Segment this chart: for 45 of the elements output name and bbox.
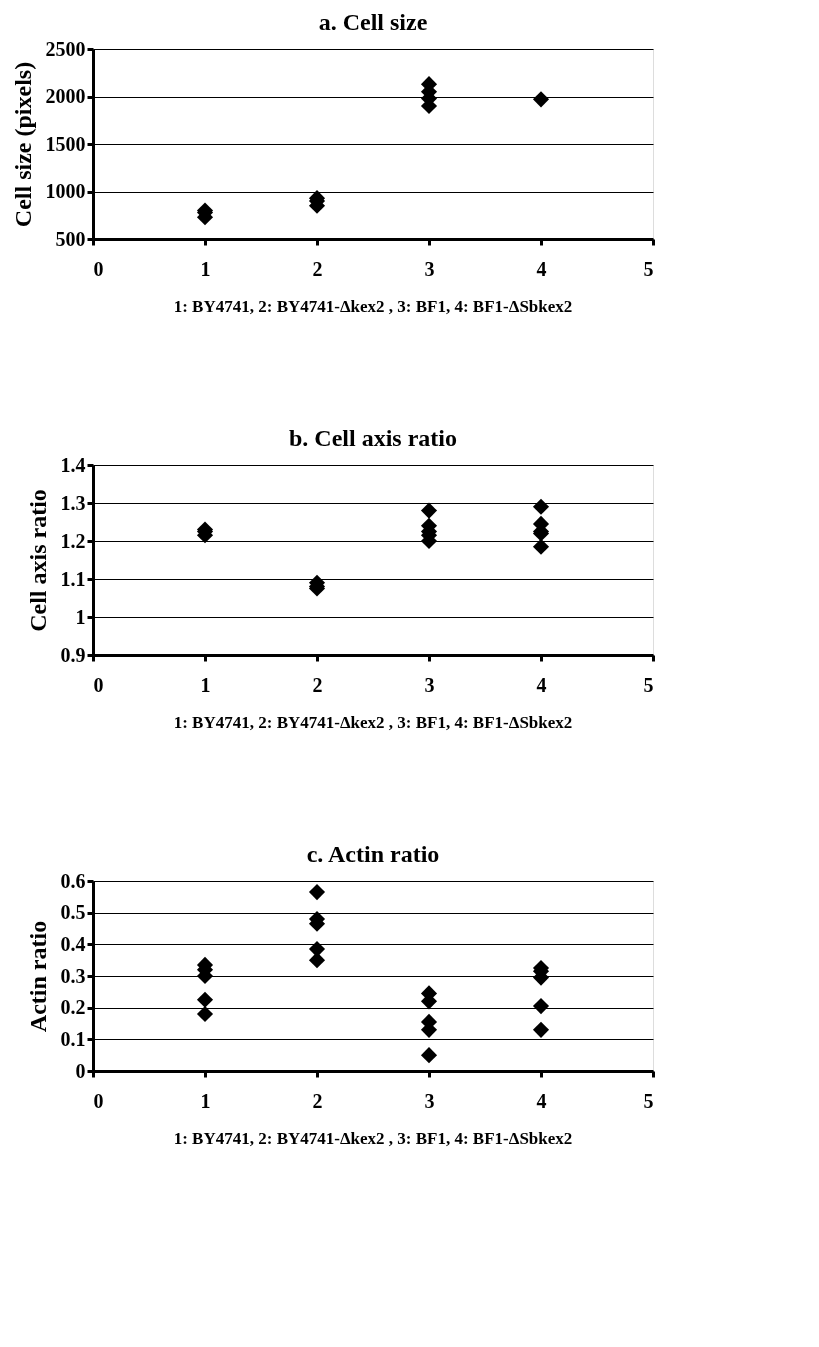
y-tick-label: 500	[55, 227, 86, 250]
y-axis-title: Cell size (pixels)	[9, 61, 36, 228]
y-tick-label: 0.6	[60, 869, 86, 892]
x-tick-label: 1	[200, 257, 211, 280]
x-tick-label: 0	[93, 1089, 104, 1112]
y-tick-label: 1.2	[60, 529, 86, 552]
x-tick-label: 1	[200, 1089, 211, 1112]
x-tick-label: 2	[312, 257, 323, 280]
text: 1: BY4741, 2: BY4741-Δkex2 , 3: BF1, 4: BF1-ΔSbkex2	[173, 297, 573, 316]
y-tick-label: 0.3	[60, 964, 86, 987]
x-tick-label: 0	[93, 257, 104, 280]
y-tick-label: 0	[75, 1059, 86, 1082]
y-axis-title: Actin ratio	[24, 920, 51, 1033]
text: 1: BY4741, 2: BY4741-Δkex2 , 3: BF1, 4: BF1-ΔSbkex2	[173, 1129, 573, 1148]
x-tick-label: 2	[312, 673, 323, 696]
x-tick-label: 2	[312, 1089, 323, 1112]
y-tick-label: 2500	[45, 37, 86, 60]
y-tick-label: 1.3	[60, 491, 86, 514]
x-tick-label: 4	[536, 257, 547, 280]
y-tick-label: 0.1	[60, 1027, 86, 1050]
chart-title: b. Cell axis ratio	[289, 425, 457, 451]
y-tick-label: 1	[75, 605, 86, 628]
y-tick-label: 0.4	[60, 932, 86, 955]
y-axis-title: Cell axis ratio	[24, 489, 51, 632]
y-tick-label: 1000	[45, 180, 86, 202]
y-tick-label: 2000	[45, 85, 86, 107]
chart-title: c. Actin ratio	[306, 841, 440, 867]
y-tick-label: 1500	[45, 132, 86, 155]
x-tick-label: 4	[536, 673, 547, 696]
chart-title: a. Cell size	[318, 9, 428, 35]
y-tick-label: 0.9	[60, 643, 86, 666]
x-tick-label: 3	[424, 257, 435, 280]
y-tick-label: 0.2	[60, 996, 86, 1019]
x-tick-label: 5	[643, 673, 654, 696]
x-tick-label: 3	[424, 1089, 435, 1112]
x-tick-label: 1	[200, 673, 211, 696]
x-tick-label: 0	[93, 673, 104, 696]
text: 1: BY4741, 2: BY4741-Δkex2 , 3: BF1, 4: BF1-ΔSbkex2	[173, 713, 573, 732]
y-tick-label: 0.5	[60, 901, 86, 924]
x-tick-label: 5	[643, 1089, 654, 1112]
x-tick-label: 3	[424, 673, 435, 696]
x-tick-label: 4	[536, 1089, 547, 1112]
x-tick-label: 5	[643, 257, 654, 280]
y-tick-label: 1.1	[60, 567, 86, 590]
y-tick-label: 1.4	[60, 453, 86, 476]
